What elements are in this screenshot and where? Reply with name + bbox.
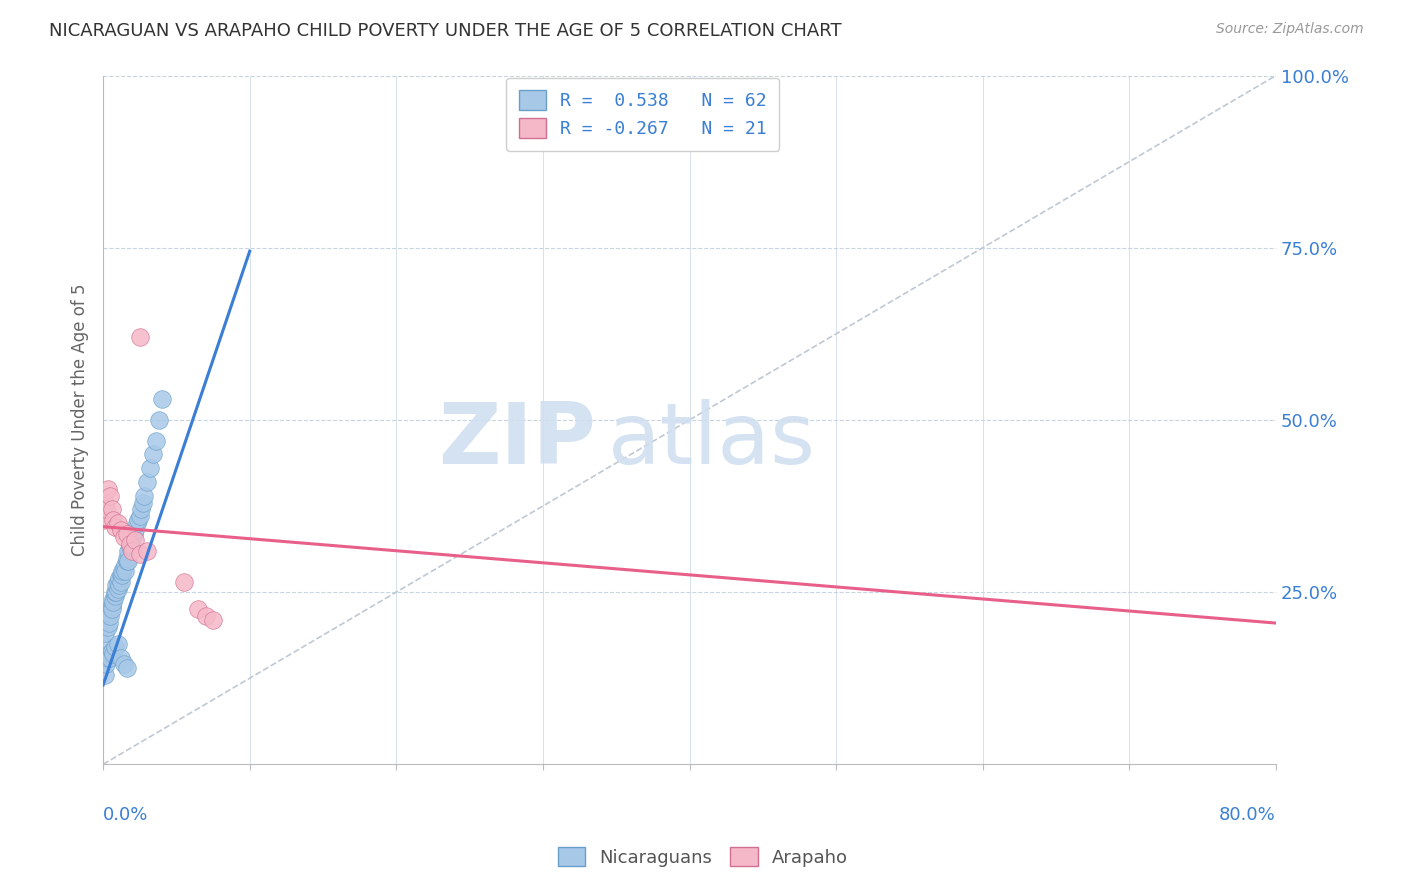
Point	[103, 595, 125, 609]
Text: Source: ZipAtlas.com: Source: ZipAtlas.com	[1216, 22, 1364, 37]
Point	[104, 640, 127, 655]
Point	[121, 541, 143, 555]
Text: ZIP: ZIP	[437, 399, 596, 482]
Point	[124, 533, 146, 548]
Point	[101, 502, 124, 516]
Point	[105, 585, 128, 599]
Point	[136, 475, 159, 489]
Point	[105, 578, 128, 592]
Point	[103, 591, 125, 606]
Point	[107, 516, 129, 531]
Point	[128, 547, 150, 561]
Point	[114, 565, 136, 579]
Point	[94, 502, 117, 516]
Point	[96, 482, 118, 496]
Point	[112, 530, 135, 544]
Point	[124, 523, 146, 537]
Point	[136, 543, 159, 558]
Point	[94, 657, 117, 672]
Point	[94, 613, 117, 627]
Point	[101, 599, 124, 613]
Point	[148, 413, 170, 427]
Point	[96, 609, 118, 624]
Point	[187, 602, 209, 616]
Point	[115, 554, 138, 568]
Legend: Nicaraguans, Arapaho: Nicaraguans, Arapaho	[551, 840, 855, 874]
Point	[112, 561, 135, 575]
Point	[132, 495, 155, 509]
Point	[194, 609, 217, 624]
Point	[121, 530, 143, 544]
Point	[98, 647, 121, 661]
Point	[96, 650, 118, 665]
Point	[110, 574, 132, 589]
Point	[115, 661, 138, 675]
Point	[127, 513, 149, 527]
Point	[93, 626, 115, 640]
Point	[96, 619, 118, 633]
Point	[103, 647, 125, 661]
Point	[98, 616, 121, 631]
Point	[93, 495, 115, 509]
Point	[91, 513, 114, 527]
Point	[115, 526, 138, 541]
Point	[117, 543, 139, 558]
Point	[120, 537, 142, 551]
Point	[107, 574, 129, 589]
Point	[150, 392, 173, 407]
Legend: R =  0.538   N = 62, R = -0.267   N = 21: R = 0.538 N = 62, R = -0.267 N = 21	[506, 78, 779, 151]
Point	[115, 550, 138, 565]
Point	[125, 516, 148, 531]
Point	[134, 489, 156, 503]
Point	[108, 571, 131, 585]
Point	[110, 650, 132, 665]
Point	[121, 543, 143, 558]
Point	[104, 519, 127, 533]
Point	[202, 613, 225, 627]
Point	[93, 667, 115, 681]
Point	[100, 650, 122, 665]
Point	[128, 509, 150, 524]
Point	[98, 606, 121, 620]
Point	[128, 330, 150, 344]
Point	[142, 447, 165, 461]
Point	[101, 602, 124, 616]
Point	[100, 489, 122, 503]
Point	[118, 537, 141, 551]
Point	[111, 565, 134, 579]
Point	[145, 434, 167, 448]
Point	[111, 567, 134, 582]
Point	[110, 523, 132, 537]
Text: 80.0%: 80.0%	[1219, 805, 1277, 823]
Point	[108, 578, 131, 592]
Point	[173, 574, 195, 589]
Point	[104, 585, 127, 599]
Text: 0.0%: 0.0%	[103, 805, 149, 823]
Point	[110, 567, 132, 582]
Point	[100, 602, 122, 616]
Point	[117, 554, 139, 568]
Point	[107, 637, 129, 651]
Point	[112, 657, 135, 672]
Point	[118, 541, 141, 555]
Point	[114, 558, 136, 572]
Text: NICARAGUAN VS ARAPAHO CHILD POVERTY UNDER THE AGE OF 5 CORRELATION CHART: NICARAGUAN VS ARAPAHO CHILD POVERTY UNDE…	[49, 22, 842, 40]
Point	[91, 637, 114, 651]
Point	[101, 643, 124, 657]
Point	[139, 461, 162, 475]
Point	[104, 589, 127, 603]
Point	[103, 513, 125, 527]
Point	[107, 582, 129, 596]
Point	[122, 526, 145, 541]
Point	[100, 609, 122, 624]
Text: atlas: atlas	[607, 399, 815, 482]
Y-axis label: Child Poverty Under the Age of 5: Child Poverty Under the Age of 5	[72, 284, 89, 556]
Point	[129, 502, 152, 516]
